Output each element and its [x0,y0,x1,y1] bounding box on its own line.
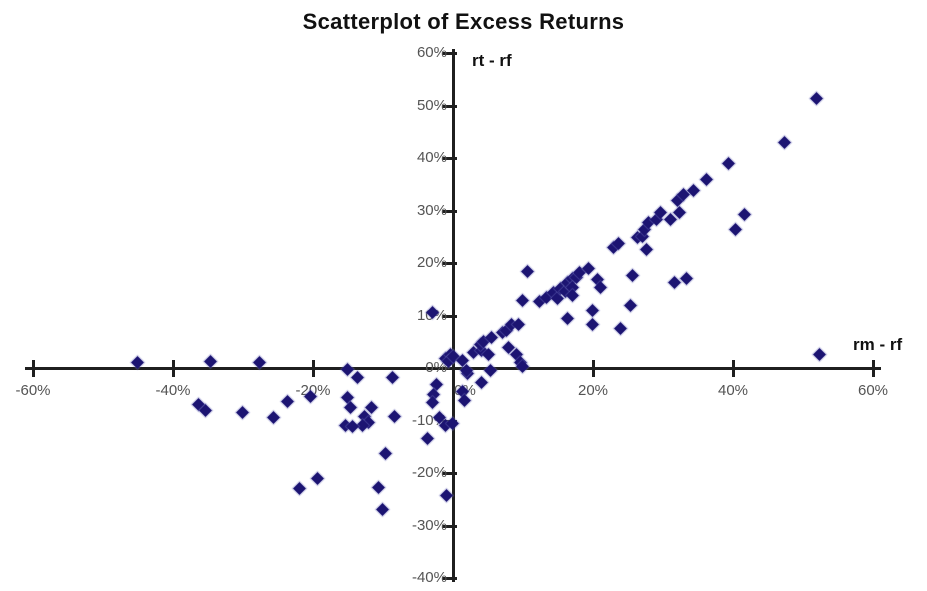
data-point-marker [475,375,489,389]
data-point-marker [809,91,823,105]
data-point-marker [813,348,827,362]
y-axis-tick-label: 20% [416,254,447,271]
data-point-marker [375,503,389,517]
data-point-marker [640,243,654,257]
y-axis-tick [442,472,457,475]
data-point-marker [280,394,294,408]
y-axis-tick [442,262,457,265]
data-point-marker [204,354,218,368]
data-point-marker [663,213,677,227]
data-point-marker [421,432,435,446]
x-axis-tick [732,360,735,377]
x-axis-tick [172,360,175,377]
y-axis-tick-label: -40% [411,569,447,586]
data-point-marker [343,401,357,415]
x-axis-tick-label: 60% [857,382,889,399]
data-point-marker [310,471,324,485]
data-point-marker [623,298,637,312]
data-point-marker [371,480,385,494]
data-point-marker [700,173,713,186]
data-point-marker [483,363,497,377]
data-point-marker [680,271,694,285]
y-axis-tick [442,367,457,370]
y-axis-tick [442,157,457,160]
y-axis-tick [442,524,457,528]
y-axis-tick [442,314,457,318]
x-axis-tick-label: 20% [577,382,609,399]
data-point-marker [378,446,392,460]
data-point-marker [425,396,439,410]
data-point-marker [721,156,735,170]
data-point-marker [585,303,599,317]
data-point-marker [673,205,687,219]
x-axis-tick-label: -60% [15,382,51,399]
x-axis-tick-label: 40% [717,382,749,399]
data-point-marker [613,321,627,335]
y-axis-tick-label: 40% [416,149,447,166]
y-axis-tick-label: -20% [411,464,447,481]
data-point-marker [340,362,354,376]
x-axis-tick [872,360,875,377]
x-axis-tick [32,360,35,377]
chart-title: Scatterplot of Excess Returns [302,9,625,34]
y-axis-tick-label: 10% [389,307,447,324]
data-point-marker [351,371,365,385]
y-axis-tick [442,104,457,108]
data-point-marker [235,405,249,419]
data-point-marker [585,318,599,332]
data-point-marker [521,265,535,279]
data-point-marker [515,294,529,308]
x-axis-label: rm - rf [853,335,903,354]
y-axis-tick [442,52,457,55]
data-point-marker [729,223,743,237]
x-axis-tick [592,360,595,377]
y-axis-tick [442,209,457,213]
data-point-marker [266,411,280,425]
data-point-marker [293,481,307,495]
y-axis-tick-label: -30% [411,516,447,534]
y-axis-tick [442,577,457,580]
y-axis-tick-label: 60% [416,44,447,61]
x-axis-tick-label: -40% [155,382,191,399]
y-axis-tick-label: 50% [416,96,447,114]
data-point-marker [625,268,639,282]
data-point-marker [738,207,752,221]
y-axis-label: rt - rf [472,51,512,70]
x-axis-tick [312,360,315,377]
y-axis-tick-label: 30% [416,201,447,219]
x-axis-tick-label: -20% [295,382,331,399]
data-point-marker [561,311,575,325]
y-axis-tick-label: 0% [425,359,447,376]
data-point-marker [777,135,791,149]
